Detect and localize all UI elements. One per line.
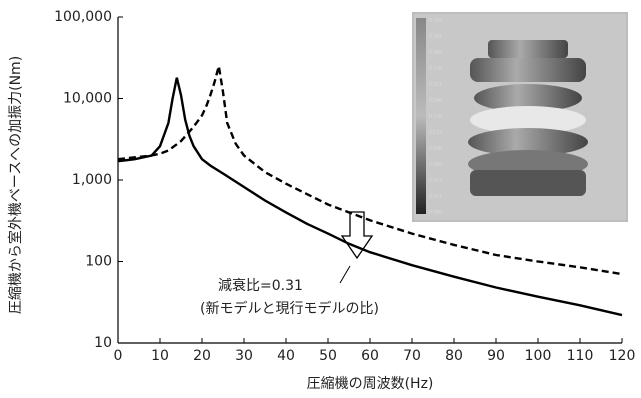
x-tick-label: 50 bbox=[319, 348, 337, 364]
y-tick-label: 100 bbox=[85, 254, 112, 270]
x-tick-label: 30 bbox=[235, 348, 253, 364]
colorbar-label: 0.316 bbox=[429, 18, 442, 24]
colorbar-label: 0.106 bbox=[429, 146, 442, 152]
colorbar-label: 0.027 bbox=[429, 194, 442, 200]
colorbar-label: 0.133 bbox=[429, 130, 442, 136]
colorbar-label: 0.265 bbox=[429, 50, 442, 56]
chart: 0.316 0.292 0.265 0.239 0.212 0.186 0.159 0.133… bbox=[0, 0, 641, 398]
colorbar-label: 0.186 bbox=[429, 98, 442, 104]
x-tick-label: 100 bbox=[525, 348, 552, 364]
y-tick-label: 1,000 bbox=[72, 172, 112, 188]
x-tick-label: 120 bbox=[609, 348, 636, 364]
x-tick-label: 70 bbox=[403, 348, 421, 364]
colorbar-label: 0.239 bbox=[429, 66, 442, 72]
x-tick-label: 20 bbox=[193, 348, 211, 364]
annotation: 減衰比=0.31 bbox=[218, 277, 303, 294]
x-tick-label: 0 bbox=[114, 348, 123, 364]
y-axis-label: 圧縮機から室外機ベースへの加振力(Nm) bbox=[7, 56, 24, 314]
x-tick-label: 110 bbox=[567, 348, 594, 364]
colorbar-label: 0.292 bbox=[429, 34, 442, 40]
colorbar-label: 0.159 bbox=[429, 114, 442, 120]
colorbar-label: 0.000 bbox=[429, 210, 442, 216]
colorbar-label: 0.053 bbox=[429, 178, 442, 184]
x-axis-label: 圧縮機の周波数(Hz) bbox=[307, 376, 434, 392]
x-tick-label: 90 bbox=[487, 348, 505, 364]
inset-image: 0.316 0.292 0.265 0.239 0.212 0.186 0.159 0.133… bbox=[412, 12, 628, 222]
x-tick-label: 40 bbox=[277, 348, 295, 364]
x-tick-label: 10 bbox=[151, 348, 169, 364]
colorbar-label: 0.080 bbox=[429, 162, 442, 168]
x-tick-label: 60 bbox=[361, 348, 379, 364]
y-tick-label: 100,000 bbox=[54, 9, 112, 25]
annotation: (新モデルと現行モデルの比) bbox=[200, 300, 379, 317]
x-tick-label: 80 bbox=[445, 348, 463, 364]
colorbar-label: 0.212 bbox=[429, 82, 442, 88]
y-tick-label: 10 bbox=[94, 335, 112, 351]
y-tick-label: 10,000 bbox=[63, 91, 112, 107]
